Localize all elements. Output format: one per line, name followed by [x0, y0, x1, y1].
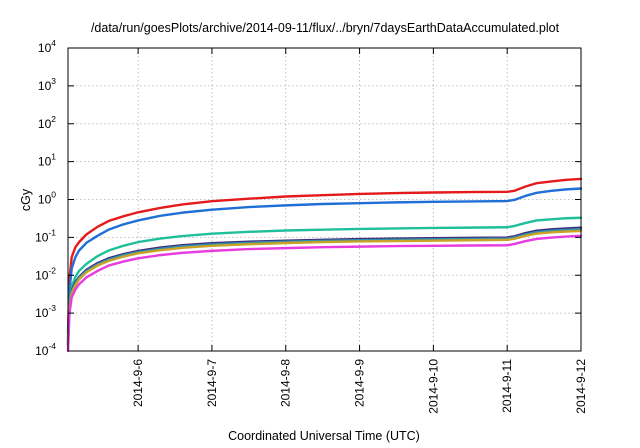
x-tick-label: 2014-9-9: [353, 359, 367, 407]
y-axis-label: cGy: [19, 188, 33, 211]
y-tick-labels: 10-4 10-3 10-2 10-1 100 101 102 103 104: [35, 38, 56, 358]
y-tick-label: 102: [38, 114, 56, 131]
ticks: [68, 47, 582, 352]
series-line-6: [66, 229, 583, 347]
x-axis-label: Coordinated Universal Time (UTC): [228, 429, 420, 443]
grid: [68, 48, 581, 351]
x-tick-labels: 2014-9-6 2014-9-7 2014-9-8 2014-9-9 2014-9-1…: [131, 359, 588, 414]
y-tick-label: 10-3: [35, 303, 56, 320]
x-tick-label: 2014-9-12: [574, 359, 588, 414]
x-tick-label: 2014-9-11: [500, 359, 514, 413]
x-tick-label: 2014-9-10: [426, 359, 440, 414]
series-line-2: [66, 187, 583, 341]
y-tick-label: 101: [38, 152, 56, 169]
series-group: [66, 177, 583, 353]
y-tick-label: 10-1: [35, 227, 56, 244]
x-tick-label: 2014-9-6: [131, 359, 145, 407]
series-line-1: [66, 177, 583, 335]
y-tick-label: 103: [38, 76, 56, 93]
series-line-7: [66, 234, 583, 353]
series-line-3: [66, 216, 583, 341]
y-tick-label: 100: [38, 190, 56, 207]
y-tick-label: 10-2: [35, 265, 56, 282]
x-tick-label: 2014-9-7: [205, 359, 219, 407]
y-tick-label: 10-4: [35, 341, 56, 358]
chart-title: /data/run/goesPlots/archive/2014-09-11/f…: [91, 21, 560, 35]
x-tick-label: 2014-9-8: [279, 359, 293, 407]
y-tick-label: 104: [38, 38, 56, 55]
